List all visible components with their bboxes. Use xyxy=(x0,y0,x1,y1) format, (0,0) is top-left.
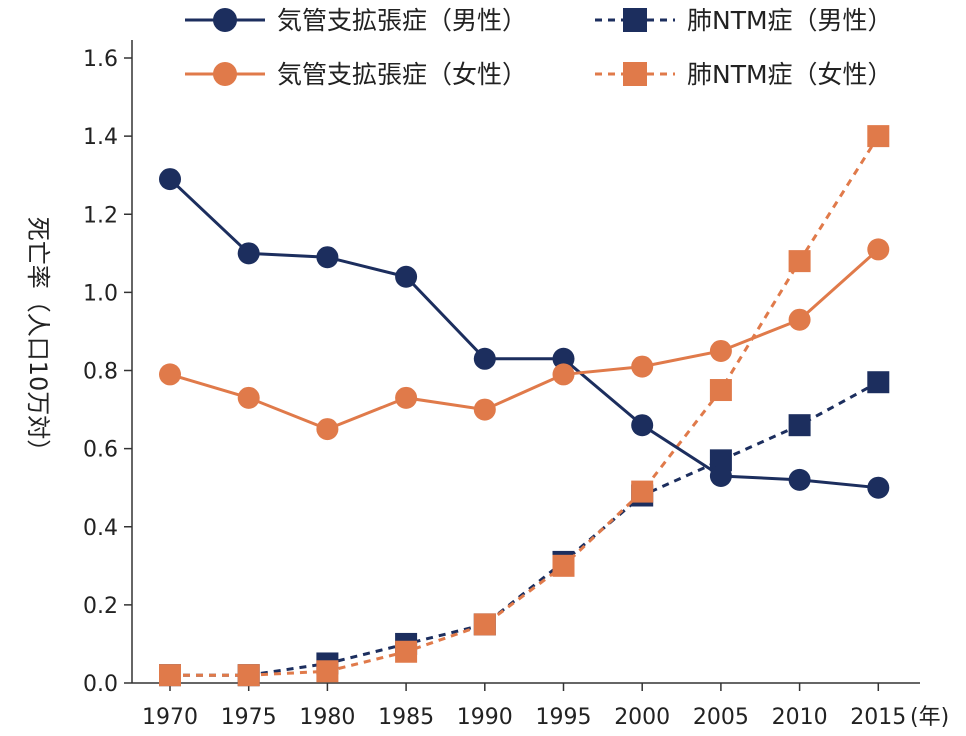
series-line xyxy=(168,178,879,490)
series-2 xyxy=(159,238,890,441)
data-point-circle xyxy=(709,339,732,362)
x-axis-unit-label: (年) xyxy=(910,705,949,730)
legend-label: 肺NTM症（男性） xyxy=(687,6,893,35)
legend-item: 肺NTM症（女性） xyxy=(595,60,893,89)
y-tick-label: 0.8 xyxy=(83,360,118,385)
legend-label: 肺NTM症（女性） xyxy=(687,60,893,89)
x-tick-label: 2015 xyxy=(850,705,906,730)
data-point-square xyxy=(631,480,654,503)
legend-label: 気管支拡張症（男性） xyxy=(277,6,527,35)
y-axis-label: 死亡率（人口10万対） xyxy=(24,217,52,464)
legend-item: 肺NTM症（男性） xyxy=(595,6,893,35)
x-axis-ticks: 1970 1975 1980 1985 1990 1995 2000 2005 2010 2015 xyxy=(142,683,906,730)
data-point-square xyxy=(867,371,890,394)
data-point-circle xyxy=(316,246,339,269)
legend-marker-circle xyxy=(213,62,237,86)
series-line xyxy=(169,248,880,431)
y-tick-label: 0.6 xyxy=(83,438,118,463)
data-point-circle xyxy=(237,386,260,409)
data-point-circle xyxy=(631,355,654,378)
series-1 xyxy=(159,168,890,499)
data-point-circle xyxy=(159,168,181,191)
data-point-circle xyxy=(395,265,418,288)
data-point-circle xyxy=(473,347,496,370)
data-point-square xyxy=(473,613,496,636)
legend-item: 気管支拡張症（男性） xyxy=(185,6,527,35)
series-3 xyxy=(159,371,890,687)
data-point-circle xyxy=(631,414,654,437)
y-tick-label: 0.2 xyxy=(83,594,118,619)
data-point-square xyxy=(552,554,575,577)
series-4 xyxy=(159,125,890,687)
y-tick-label: 0.4 xyxy=(83,516,118,541)
data-point-circle xyxy=(867,238,890,261)
axes xyxy=(131,40,920,684)
legend-marker-square xyxy=(623,8,647,32)
data-point-circle xyxy=(395,386,418,409)
x-tick-label: 2000 xyxy=(614,705,670,730)
data-point-circle xyxy=(788,308,811,331)
data-point-square xyxy=(237,664,260,687)
y-tick-label: 1.6 xyxy=(83,47,118,72)
x-tick-label: 1990 xyxy=(457,705,513,730)
data-point-circle xyxy=(316,418,339,441)
data-point-circle xyxy=(867,476,890,499)
data-point-square xyxy=(867,125,890,148)
data-point-square xyxy=(316,660,339,683)
legend-marker-square xyxy=(623,62,647,86)
series-line xyxy=(170,380,880,677)
data-point-circle xyxy=(552,347,575,370)
y-axis-ticks: 0.0 0.2 0.4 0.6 0.8 1.0 1.2 1.4 1.6 xyxy=(83,47,132,697)
data-point-square xyxy=(709,379,732,402)
data-point-square xyxy=(788,414,811,437)
y-tick-label: 0.0 xyxy=(83,672,118,697)
series-line xyxy=(170,135,880,677)
y-tick-label: 1.4 xyxy=(83,125,118,150)
x-tick-label: 1975 xyxy=(221,705,277,730)
y-axis-title: 死亡率（人口10万対） xyxy=(24,217,52,464)
legend: 気管支拡張症（男性） 肺NTM症（男性） 気管支拡張症（女性） 肺NTM症（女性） xyxy=(185,6,893,89)
data-point-square xyxy=(709,449,732,472)
x-tick-label: 1995 xyxy=(536,705,592,730)
data-point-circle xyxy=(709,464,732,487)
legend-item: 気管支拡張症（女性） xyxy=(185,60,527,89)
legend-label: 気管支拡張症（女性） xyxy=(277,60,527,89)
x-tick-label: 1970 xyxy=(142,705,198,730)
data-point-circle xyxy=(788,468,811,491)
x-tick-label: 1985 xyxy=(378,705,434,730)
data-point-square xyxy=(159,664,181,687)
x-tick-label: 2010 xyxy=(772,705,828,730)
data-point-circle xyxy=(473,398,496,421)
data-point-circle xyxy=(237,242,260,265)
data-point-circle xyxy=(552,363,575,386)
legend-marker-circle xyxy=(213,8,237,32)
x-tick-label: 1980 xyxy=(299,705,355,730)
data-point-circle xyxy=(159,363,181,386)
data-point-square xyxy=(395,640,418,663)
y-tick-label: 1.2 xyxy=(83,203,118,228)
series-group xyxy=(159,125,890,687)
data-point-square xyxy=(788,250,811,273)
x-tick-label: 2005 xyxy=(693,705,749,730)
y-tick-label: 1.0 xyxy=(83,281,118,306)
